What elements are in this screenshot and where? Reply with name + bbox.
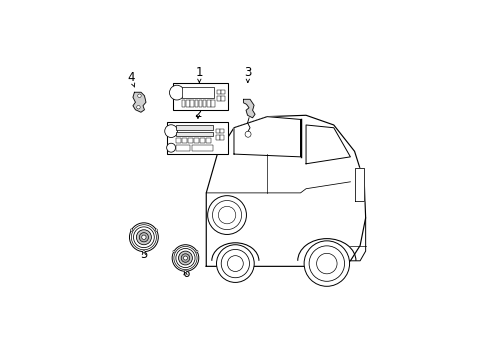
Circle shape <box>137 105 140 109</box>
Circle shape <box>139 233 148 242</box>
Circle shape <box>227 256 243 271</box>
Circle shape <box>138 94 141 98</box>
Bar <box>176 145 190 151</box>
Text: 4: 4 <box>127 71 134 87</box>
Circle shape <box>130 229 132 231</box>
Bar <box>217 96 221 100</box>
Bar <box>221 96 224 100</box>
Bar <box>182 100 185 107</box>
Circle shape <box>169 85 184 100</box>
Bar <box>173 84 228 110</box>
Bar <box>191 145 212 151</box>
Bar <box>200 138 205 143</box>
Circle shape <box>181 254 189 262</box>
Circle shape <box>136 230 151 245</box>
Bar <box>176 125 212 130</box>
Bar <box>190 100 193 107</box>
Bar <box>203 100 206 107</box>
Text: 5: 5 <box>140 248 147 261</box>
Circle shape <box>212 201 241 230</box>
Bar <box>217 90 221 94</box>
Text: 3: 3 <box>244 66 251 82</box>
Bar <box>182 87 214 98</box>
Bar <box>207 100 210 107</box>
Circle shape <box>178 251 192 265</box>
Circle shape <box>184 270 186 273</box>
Bar <box>167 122 228 154</box>
Circle shape <box>244 131 250 137</box>
Polygon shape <box>354 168 364 201</box>
Circle shape <box>174 247 197 270</box>
Circle shape <box>183 256 187 260</box>
Circle shape <box>131 225 156 250</box>
Bar <box>221 90 224 94</box>
Polygon shape <box>206 115 365 266</box>
Bar <box>216 129 220 133</box>
Circle shape <box>172 245 198 271</box>
Circle shape <box>164 125 177 138</box>
Bar <box>198 100 202 107</box>
Bar <box>220 135 224 140</box>
Bar <box>220 129 224 133</box>
Bar <box>176 138 181 143</box>
Bar <box>186 100 189 107</box>
Circle shape <box>129 223 158 252</box>
Bar <box>206 138 211 143</box>
Polygon shape <box>243 99 255 118</box>
Circle shape <box>196 250 198 252</box>
Circle shape <box>142 235 146 239</box>
Text: 6: 6 <box>182 267 189 280</box>
Bar <box>194 138 199 143</box>
Text: 1: 1 <box>195 66 203 82</box>
Polygon shape <box>305 125 350 164</box>
Circle shape <box>308 246 344 281</box>
Circle shape <box>133 227 154 248</box>
Circle shape <box>155 229 157 231</box>
Circle shape <box>142 251 145 253</box>
Circle shape <box>173 250 175 252</box>
Circle shape <box>216 245 254 283</box>
Circle shape <box>218 206 235 224</box>
Bar <box>194 100 198 107</box>
Circle shape <box>304 241 349 286</box>
Text: 2: 2 <box>194 107 201 120</box>
Bar <box>216 135 220 140</box>
Bar <box>211 100 215 107</box>
Circle shape <box>207 196 246 234</box>
Polygon shape <box>233 117 300 157</box>
Circle shape <box>166 143 175 152</box>
Bar <box>176 132 212 136</box>
Circle shape <box>316 253 336 274</box>
Polygon shape <box>133 92 145 112</box>
Bar <box>182 138 186 143</box>
Bar <box>188 138 193 143</box>
Circle shape <box>176 248 195 267</box>
Circle shape <box>221 249 249 278</box>
